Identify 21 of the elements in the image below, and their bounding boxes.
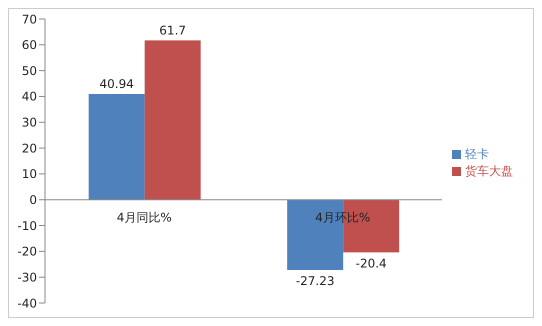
y-tick-label: 50	[22, 64, 37, 78]
data-label: 40.94	[99, 77, 134, 92]
bar	[88, 94, 145, 200]
y-tick-label: -40	[17, 296, 37, 310]
y-tick-label: 10	[22, 167, 37, 182]
legend-label: 货车大盘	[465, 164, 513, 178]
y-tick-label: 60	[22, 38, 37, 52]
y-tick-label: -30	[17, 270, 37, 284]
data-label: 61.7	[159, 23, 186, 38]
y-tick-label: -10	[17, 218, 37, 233]
data-label: -27.23	[296, 274, 335, 288]
y-tick-label: 70	[22, 12, 37, 26]
y-tick-label: 0	[29, 192, 37, 207]
bar	[144, 40, 201, 200]
y-tick-label: 20	[22, 141, 37, 156]
x-tick-label: 4月同比%	[116, 210, 172, 225]
y-tick-label: 30	[22, 116, 37, 130]
legend-label: 轻卡	[465, 147, 489, 161]
data-label: -20.4	[356, 256, 387, 270]
y-tick-label: -20	[17, 244, 37, 259]
y-tick-label: 40	[22, 90, 37, 104]
